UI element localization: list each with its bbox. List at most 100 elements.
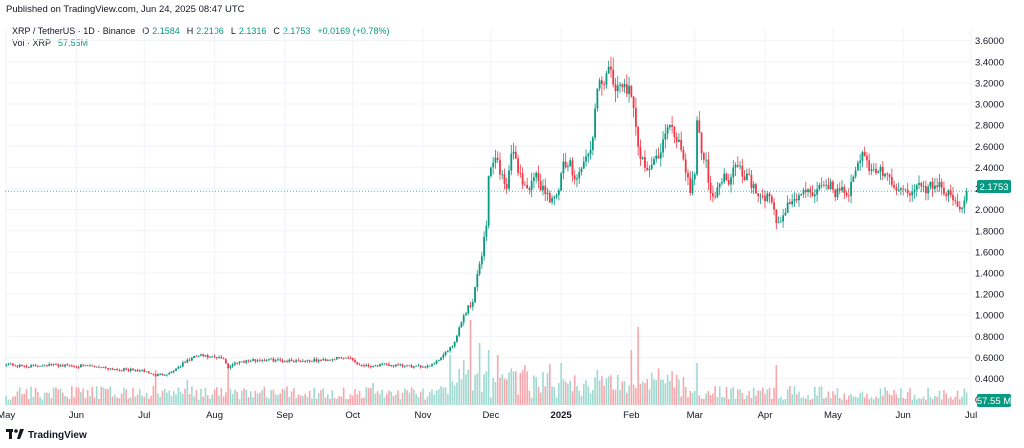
volume-bar (947, 398, 950, 405)
volume-bar (959, 399, 961, 405)
time-tick-label: Mar (687, 410, 703, 421)
volume-bar (680, 396, 682, 405)
candle-body (311, 361, 313, 363)
volume-bar (832, 391, 834, 405)
candle-body (725, 173, 728, 181)
volume-bar (125, 389, 127, 405)
candle-body (791, 200, 794, 205)
candle-body (512, 151, 515, 154)
time-tick-label: May (824, 410, 842, 421)
volume-bar (820, 386, 823, 405)
volume-bar (610, 375, 612, 405)
candle-body (489, 167, 492, 177)
candle-body (793, 199, 796, 201)
candle-body (569, 160, 572, 167)
volume-bar (75, 387, 78, 405)
volume-row: Vol · XRP 57.55M (12, 37, 389, 49)
volume-bar (573, 375, 576, 405)
candle-body (363, 365, 365, 367)
candle-body (818, 184, 821, 190)
volume-bar (388, 390, 390, 405)
volume-label[interactable]: Vol · XRP (12, 38, 52, 48)
candle-body (218, 357, 220, 358)
candle-body (68, 365, 71, 367)
volume-bar (433, 394, 436, 405)
candle-body (177, 366, 180, 369)
volume-bar (408, 392, 411, 405)
time-tick-label: Apr (758, 410, 773, 421)
volume-bar (55, 387, 57, 405)
volume-bar (741, 392, 744, 405)
candle-body (920, 182, 923, 187)
candle-body (422, 366, 424, 368)
volume-bar (641, 381, 644, 405)
volume-bar (814, 386, 816, 405)
candle-body (535, 172, 538, 178)
candle-body (197, 355, 200, 357)
volume-bar (725, 387, 728, 405)
volume-bar (161, 391, 164, 405)
volume-bar (490, 397, 492, 405)
volume-bar (77, 387, 80, 405)
candle-body (64, 364, 66, 367)
volume-bar (141, 395, 143, 405)
candle-body (440, 357, 442, 361)
volume-bar (893, 389, 895, 405)
candle-body (582, 161, 585, 169)
candle-body (523, 184, 526, 186)
candle-body (471, 302, 474, 307)
candle-body (929, 181, 932, 187)
candle-body (467, 305, 470, 314)
volume-bar (111, 396, 114, 405)
candle-body (399, 364, 402, 366)
volume-bar (515, 371, 517, 405)
candle-body (419, 365, 422, 368)
volume-bar (478, 343, 481, 405)
candle-body (195, 356, 198, 357)
volume-bar (444, 387, 447, 405)
volume-bar (136, 394, 139, 405)
candle-body (526, 185, 529, 189)
volume-bar (848, 395, 850, 405)
candle-body (542, 185, 544, 191)
candle-body (449, 347, 452, 351)
time-tick-label: Feb (623, 410, 639, 421)
volume-bar (730, 388, 732, 405)
volume-bar (406, 390, 408, 405)
volume-bar (170, 395, 173, 405)
candle-body (820, 184, 823, 186)
price-badge: 2.1753 (979, 182, 1008, 193)
volume-bar (553, 387, 556, 405)
volume-value: 57.55M (58, 38, 89, 48)
price-tick-label: 0.6000 (975, 353, 1004, 364)
candle-body (406, 365, 408, 367)
candle-body (510, 153, 513, 171)
symbol-title[interactable]: XRP / TetherUS · 1D · Binance (12, 26, 136, 36)
volume-bar (798, 391, 800, 405)
volume-bar (349, 394, 352, 405)
price-chart[interactable]: 3.6000 3.4000 3.2000 3.0000 2.8000 2.6000 2.40… (0, 0, 1024, 425)
tradingview-footer[interactable]: TradingView (6, 429, 87, 442)
candle-body (650, 164, 653, 169)
candle-body (57, 364, 60, 367)
candle-body (628, 85, 630, 94)
volume-bar (308, 390, 311, 405)
candle-body (843, 187, 846, 193)
volume-bar (727, 399, 730, 405)
candle-body (263, 360, 266, 361)
volume-bar (109, 386, 112, 405)
candle-body (698, 120, 701, 133)
candle-body (451, 346, 454, 348)
volume-bar (931, 399, 934, 405)
volume-bar (927, 387, 929, 405)
candle-body (23, 366, 26, 367)
volume-bar (370, 388, 372, 405)
volume-bar (134, 396, 137, 405)
volume-bar (304, 393, 306, 405)
candle-body (437, 360, 440, 361)
candle-body (847, 195, 850, 197)
candle-body (492, 162, 495, 168)
volume-bar (911, 399, 914, 405)
candle-body (646, 167, 649, 170)
candle-body (591, 137, 594, 150)
